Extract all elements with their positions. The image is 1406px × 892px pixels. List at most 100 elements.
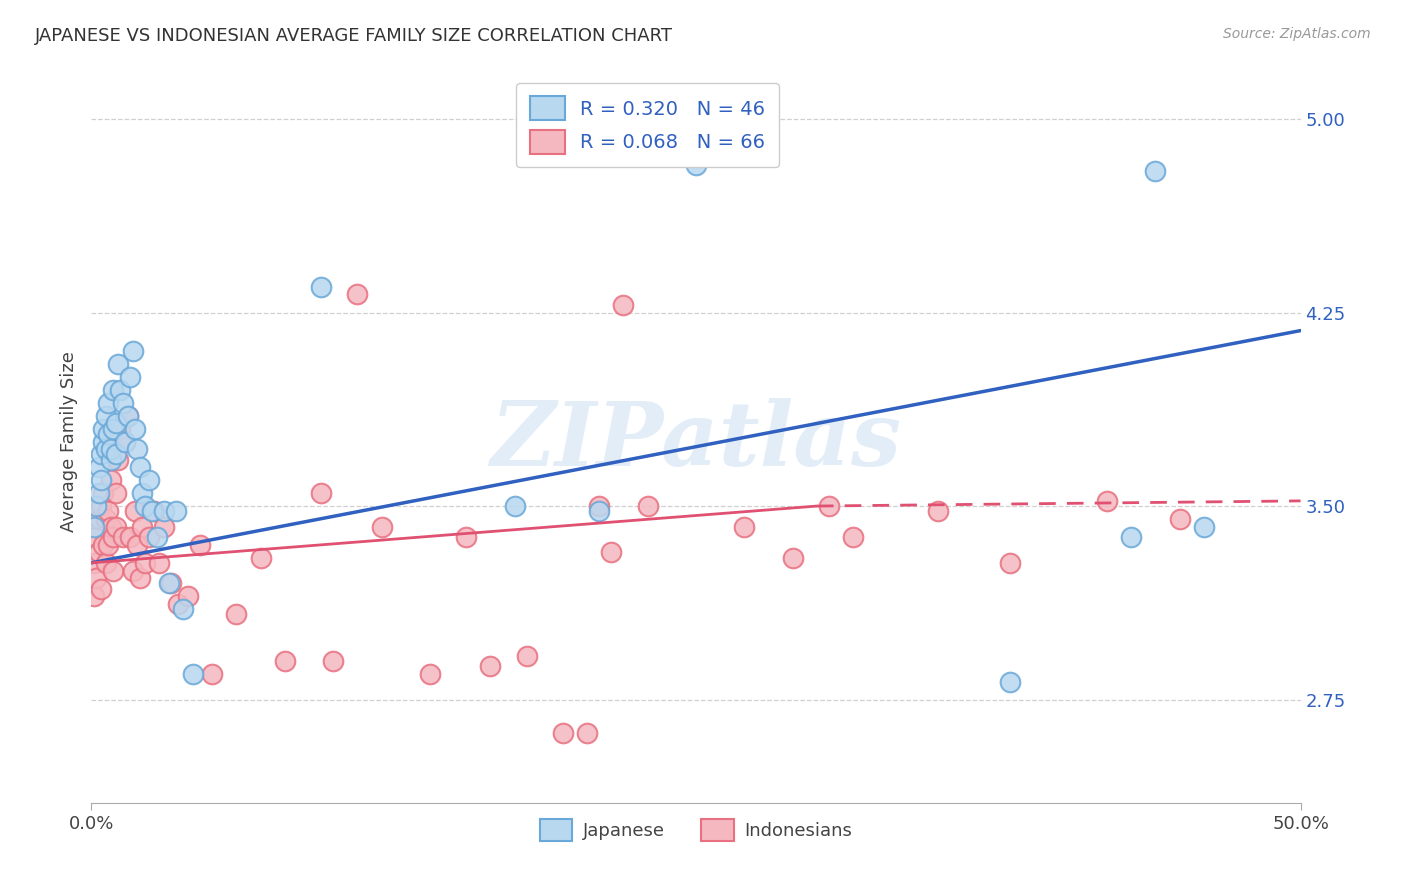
Point [516,648,538,663]
Point [309,279,332,293]
Point [148,556,170,570]
Point [104,417,127,431]
Point [101,383,124,397]
Point [90,447,112,461]
Point [1121,530,1143,544]
Point [84,530,107,544]
Point [141,504,163,518]
Point [100,442,122,457]
Point [93,422,115,436]
Point [419,666,441,681]
Point [114,434,136,449]
Point [143,504,166,518]
Point [181,666,204,681]
Point [153,519,176,533]
Point [370,519,392,533]
Point [110,422,132,436]
Point [551,726,574,740]
Point [100,452,122,467]
Point [733,519,755,533]
Y-axis label: Average Family Size: Average Family Size [59,351,77,532]
Point [94,409,117,423]
Point [90,473,112,487]
Point [309,486,332,500]
Point [177,590,200,604]
Point [1192,519,1215,533]
Point [782,550,804,565]
Point [107,452,129,467]
Point [97,396,120,410]
Point [97,538,120,552]
Point [503,499,526,513]
Point [479,659,502,673]
Point [111,530,134,544]
Point [83,519,105,533]
Point [97,426,120,441]
Point [167,597,190,611]
Point [120,530,142,544]
Point [107,357,129,371]
Text: JAPANESE VS INDONESIAN AVERAGE FAMILY SIZE CORRELATION CHART: JAPANESE VS INDONESIAN AVERAGE FAMILY SI… [35,27,673,45]
Point [97,504,120,518]
Point [160,576,183,591]
Point [93,434,115,449]
Point [225,607,247,622]
Point [87,512,110,526]
Text: ZIPatlas: ZIPatlas [491,399,901,484]
Point [127,538,149,552]
Point [1000,556,1022,570]
Point [138,473,160,487]
Point [104,486,127,500]
Point [111,396,134,410]
Point [153,504,176,518]
Point [83,556,105,570]
Point [612,298,634,312]
Point [818,499,841,513]
Point [94,556,117,570]
Point [94,512,117,526]
Point [927,504,949,518]
Point [576,726,599,740]
Point [274,654,297,668]
Point [100,519,122,533]
Point [93,486,115,500]
Point [145,530,167,544]
Point [117,409,139,423]
Point [83,590,105,604]
Point [138,530,160,544]
Point [84,571,107,585]
Point [128,571,150,585]
Point [117,409,139,423]
Point [131,519,153,533]
Point [110,383,132,397]
Point [456,530,478,544]
Point [1168,512,1191,526]
Point [842,530,865,544]
Point [90,499,112,513]
Point [104,519,127,533]
Point [124,422,146,436]
Point [131,486,153,500]
Point [685,158,707,172]
Point [121,564,143,578]
Point [1144,163,1167,178]
Point [188,538,211,552]
Point [104,447,127,461]
Point [87,545,110,559]
Point [157,576,180,591]
Point [93,538,115,552]
Point [165,504,187,518]
Point [600,545,623,559]
Point [101,422,124,436]
Point [101,530,124,544]
Point [120,370,142,384]
Point [101,564,124,578]
Point [127,442,149,457]
Point [346,287,368,301]
Point [84,499,107,513]
Point [100,473,122,487]
Point [114,434,136,449]
Point [588,499,610,513]
Point [134,556,156,570]
Point [124,504,146,518]
